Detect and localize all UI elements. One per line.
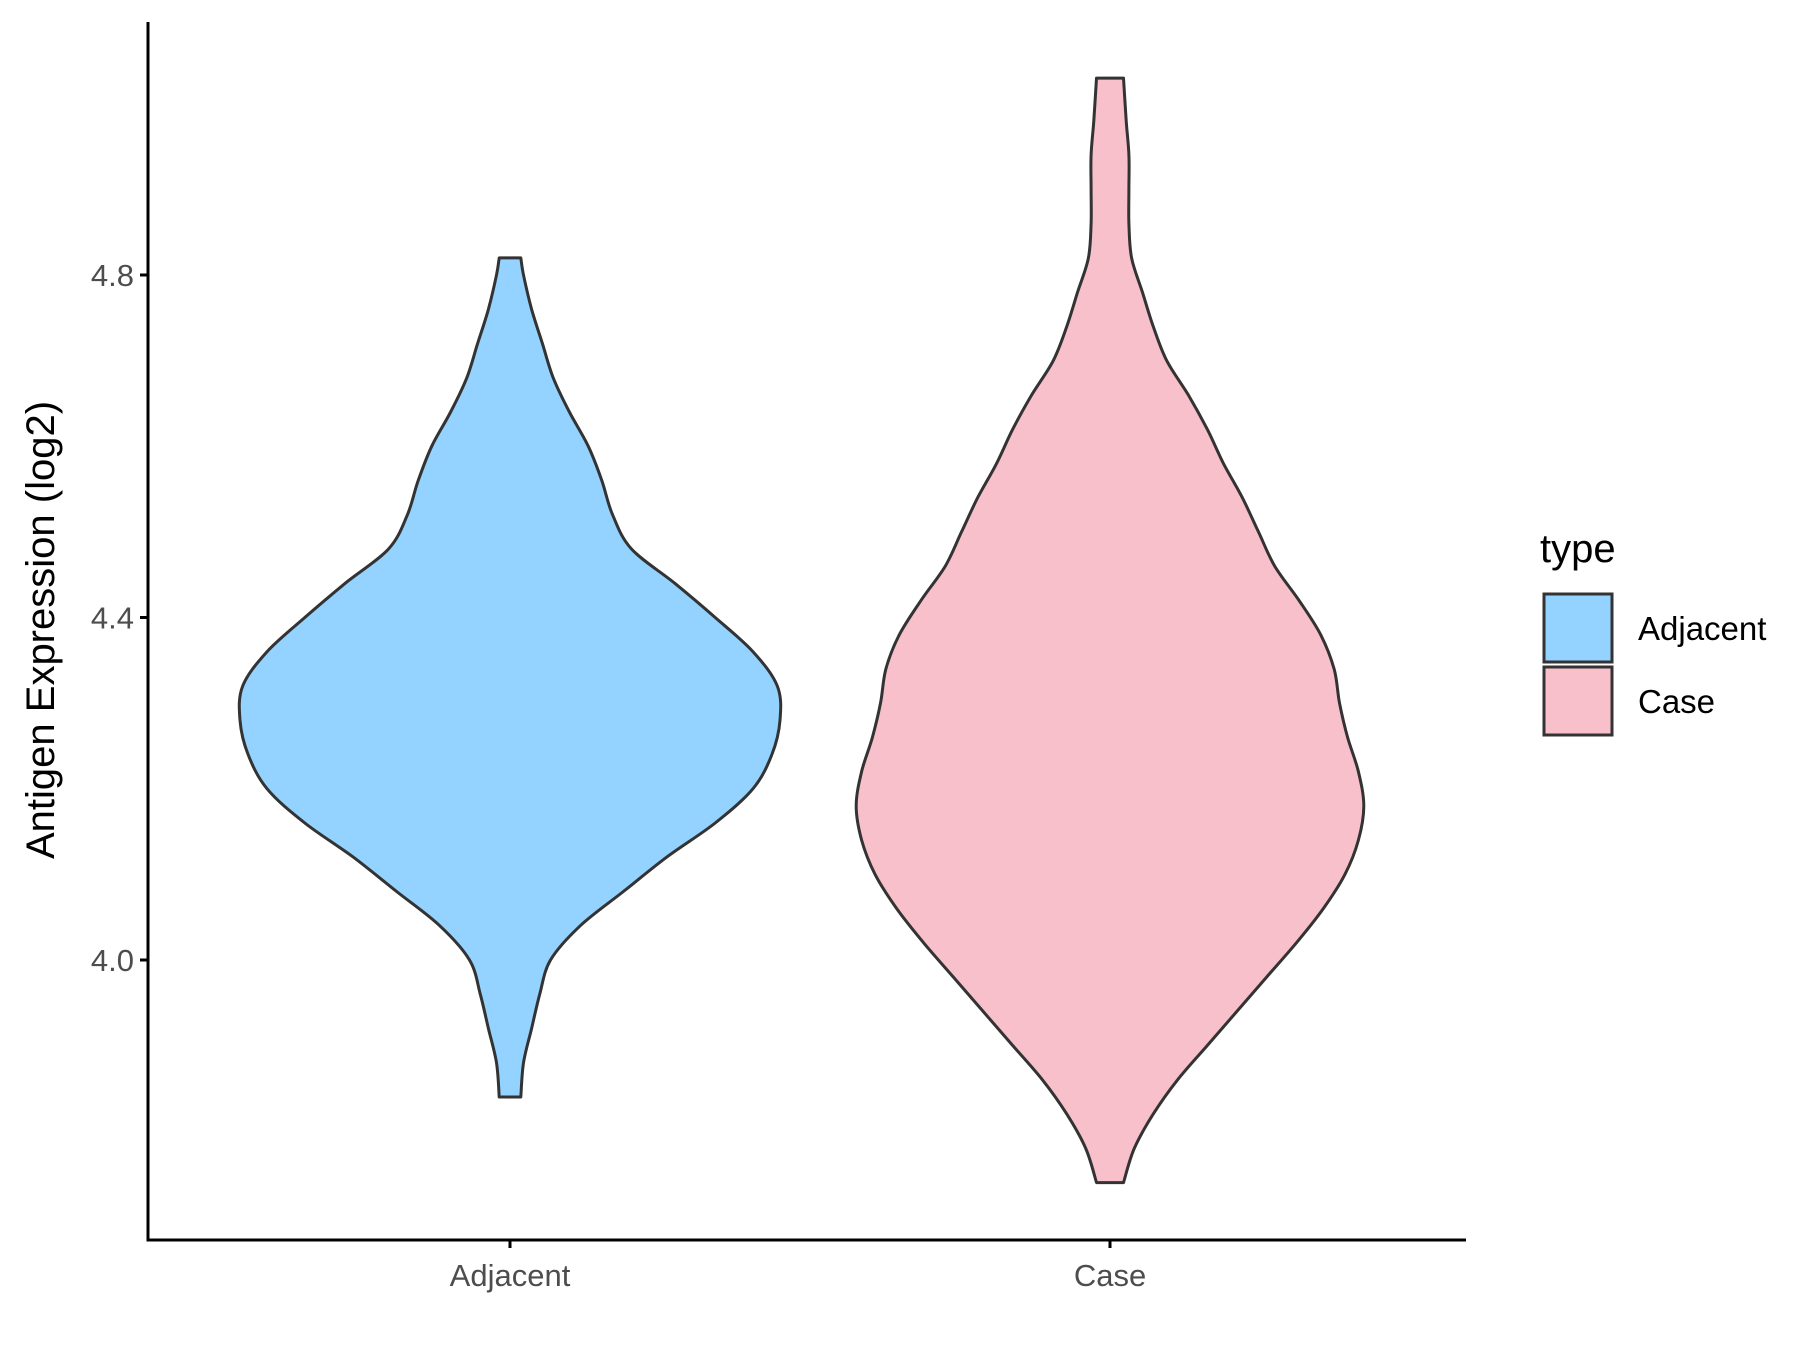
violin-case bbox=[854, 76, 1366, 1185]
y-tick-label: 4.4 bbox=[91, 601, 134, 636]
x-tick-label: Case bbox=[1074, 1258, 1146, 1293]
legend-label-case: Case bbox=[1638, 683, 1715, 720]
violins-layer bbox=[237, 76, 1366, 1185]
y-axis-title: Antigen Expression (log2) bbox=[19, 401, 63, 859]
legend: type Adjacent Case bbox=[1540, 527, 1766, 737]
legend-title: type bbox=[1540, 527, 1616, 571]
x-ticks-layer: Adjacent Case bbox=[450, 1240, 1146, 1293]
x-tick-label: Adjacent bbox=[450, 1258, 571, 1293]
y-ticks-layer: 4.0 4.4 4.8 bbox=[91, 258, 148, 978]
violin-adjacent bbox=[237, 256, 783, 1099]
legend-swatch-case bbox=[1542, 665, 1614, 737]
legend-label-adjacent: Adjacent bbox=[1638, 610, 1766, 647]
axes-layer bbox=[146, 22, 1466, 1242]
y-tick-label: 4.8 bbox=[91, 258, 134, 293]
y-tick-label: 4.0 bbox=[91, 943, 134, 978]
legend-swatch-adjacent bbox=[1542, 592, 1614, 664]
